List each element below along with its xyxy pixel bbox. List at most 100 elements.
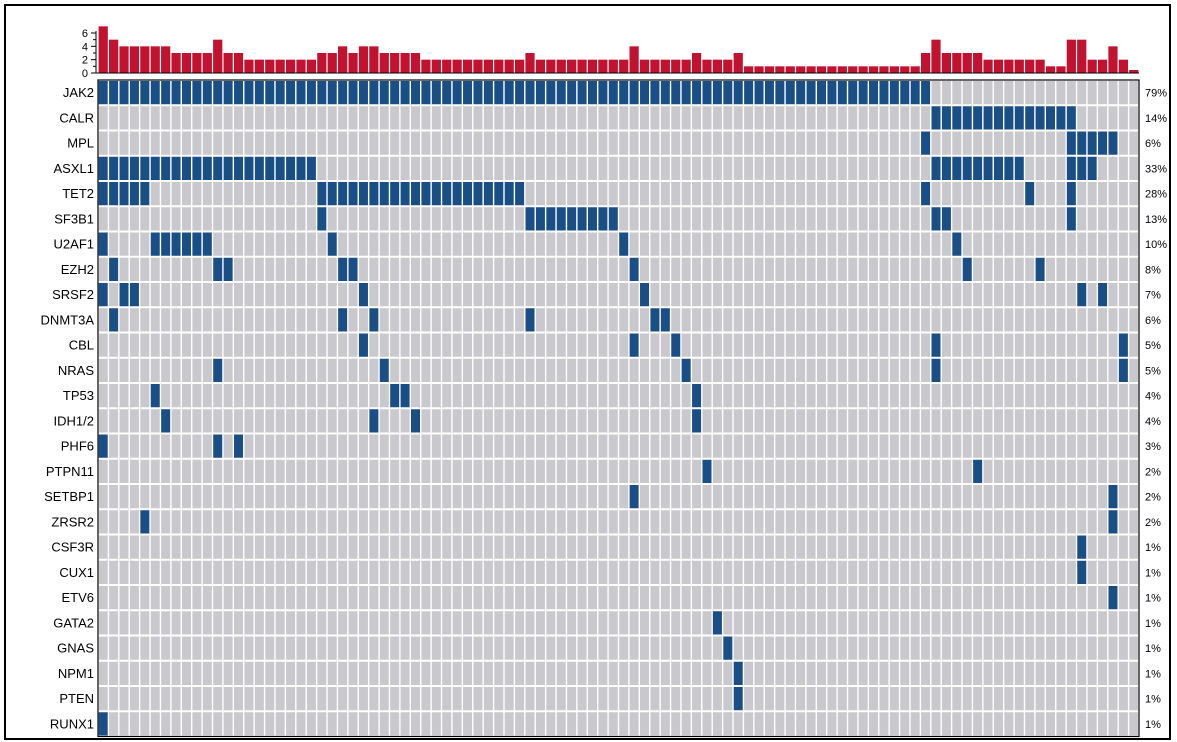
count-bar	[327, 53, 337, 73]
wildtype-cell	[1077, 81, 1087, 105]
mutated-cell	[192, 232, 202, 256]
wildtype-cell	[962, 712, 972, 736]
wildtype-cell	[858, 485, 868, 509]
wildtype-cell	[983, 232, 993, 256]
count-bar	[390, 53, 400, 73]
wildtype-cell	[452, 106, 462, 130]
wildtype-cell	[442, 586, 452, 610]
wildtype-cell	[1046, 308, 1056, 332]
wildtype-cell	[869, 586, 879, 610]
wildtype-cell	[181, 586, 191, 610]
count-bar	[140, 46, 150, 73]
wildtype-cell	[504, 611, 514, 635]
wildtype-cell	[712, 358, 722, 382]
wildtype-cell	[681, 131, 691, 155]
wildtype-cell	[1129, 333, 1139, 357]
wildtype-cell	[254, 510, 264, 534]
wildtype-cell	[806, 358, 816, 382]
wildtype-cell	[400, 712, 410, 736]
wildtype-cell	[1004, 257, 1014, 281]
wildtype-cell	[848, 712, 858, 736]
wildtype-cell	[213, 283, 223, 307]
wildtype-cell	[275, 611, 285, 635]
wildtype-cell	[629, 535, 639, 559]
wildtype-cell	[983, 459, 993, 483]
wildtype-cell	[431, 434, 441, 458]
wildtype-cell	[525, 661, 535, 685]
wildtype-cell	[1087, 283, 1097, 307]
wildtype-cell	[286, 409, 296, 433]
wildtype-cell	[993, 333, 1003, 357]
wildtype-cell	[223, 409, 233, 433]
wildtype-cell	[587, 510, 597, 534]
mutated-cell	[921, 81, 931, 105]
wildtype-cell	[796, 687, 806, 711]
wildtype-cell	[1098, 384, 1108, 408]
mutated-cell	[369, 308, 379, 332]
wildtype-cell	[879, 434, 889, 458]
count-bar	[796, 66, 806, 73]
wildtype-cell	[712, 106, 722, 130]
wildtype-cell	[317, 308, 327, 332]
percent-label: 1%	[1145, 567, 1161, 579]
wildtype-cell	[889, 358, 899, 382]
wildtype-cell	[452, 535, 462, 559]
wildtype-cell	[827, 712, 837, 736]
wildtype-cell	[473, 384, 483, 408]
wildtype-cell	[754, 560, 764, 584]
wildtype-cell	[244, 535, 254, 559]
wildtype-cell	[827, 409, 837, 433]
count-bar	[1045, 66, 1056, 73]
wildtype-cell	[796, 131, 806, 155]
wildtype-cell	[931, 636, 941, 660]
wildtype-cell	[494, 308, 504, 332]
wildtype-cell	[598, 636, 608, 660]
wildtype-cell	[567, 182, 577, 206]
wildtype-cell	[900, 586, 910, 610]
wildtype-cell	[525, 232, 535, 256]
wildtype-cell	[1066, 560, 1076, 584]
wildtype-cell	[827, 232, 837, 256]
wildtype-cell	[567, 434, 577, 458]
wildtype-cell	[785, 687, 795, 711]
wildtype-cell	[317, 333, 327, 357]
wildtype-cell	[858, 207, 868, 231]
wildtype-cell	[671, 661, 681, 685]
gene-label: SF3B1	[54, 211, 94, 226]
mutated-cell	[1056, 106, 1066, 130]
wildtype-cell	[390, 712, 400, 736]
wildtype-cell	[671, 636, 681, 660]
wildtype-cell	[702, 283, 712, 307]
wildtype-cell	[98, 358, 108, 382]
wildtype-cell	[431, 333, 441, 357]
wildtype-cell	[827, 384, 837, 408]
gene-label: PTEN	[59, 691, 94, 706]
wildtype-cell	[515, 308, 525, 332]
wildtype-cell	[244, 257, 254, 281]
wildtype-cell	[494, 333, 504, 357]
wildtype-cell	[848, 434, 858, 458]
wildtype-cell	[900, 131, 910, 155]
wildtype-cell	[598, 661, 608, 685]
wildtype-cell	[1035, 459, 1045, 483]
wildtype-cell	[421, 409, 431, 433]
wildtype-cell	[869, 308, 879, 332]
wildtype-cell	[171, 459, 181, 483]
wildtype-cell	[577, 611, 587, 635]
wildtype-cell	[234, 283, 244, 307]
wildtype-cell	[421, 308, 431, 332]
wildtype-cell	[754, 308, 764, 332]
wildtype-cell	[973, 384, 983, 408]
wildtype-cell	[463, 560, 473, 584]
wildtype-cell	[785, 358, 795, 382]
wildtype-cell	[411, 232, 421, 256]
percent-label: 5%	[1145, 365, 1161, 377]
wildtype-cell	[494, 283, 504, 307]
wildtype-cell	[764, 207, 774, 231]
wildtype-cell	[296, 308, 306, 332]
wildtype-cell	[1056, 131, 1066, 155]
wildtype-cell	[806, 661, 816, 685]
wildtype-cell	[879, 131, 889, 155]
wildtype-cell	[129, 257, 139, 281]
wildtype-cell	[910, 434, 920, 458]
